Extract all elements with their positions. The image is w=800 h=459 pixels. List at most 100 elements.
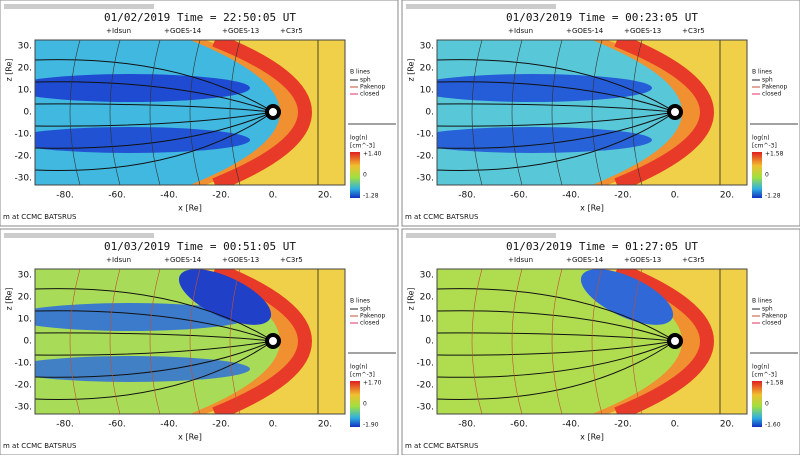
x-tick-label: -60. — [108, 191, 126, 201]
x-axis-label: x [Re] — [178, 433, 202, 442]
field-line — [551, 269, 563, 414]
field-line — [437, 340, 676, 400]
colorbar-label: 0 — [363, 172, 367, 179]
y-tick-label: -10. — [14, 130, 32, 140]
legend-item: Idsun — [112, 27, 131, 35]
x-tick-label: 20. — [318, 191, 332, 201]
header-caption — [4, 233, 154, 238]
panel-title: 01/03/2019 Time = 00:51:05 UT — [104, 240, 296, 253]
earth — [265, 333, 281, 349]
x-tick-label: -40. — [562, 420, 580, 430]
y-tick-label: 10. — [18, 315, 32, 325]
colorbar — [350, 152, 360, 198]
plot-frame — [436, 268, 748, 415]
legend-item: C3r5 — [688, 256, 705, 264]
tail-lobe — [35, 356, 250, 382]
header-caption — [4, 4, 154, 9]
field-line — [229, 269, 241, 414]
legend-item: GOES-14 — [572, 256, 604, 264]
y-tick-label: -30. — [14, 174, 32, 184]
y-tick-label: 20. — [420, 64, 434, 74]
legend-item: GOES-14 — [170, 256, 202, 264]
field-line — [511, 269, 523, 414]
legend-item: Idsun — [514, 27, 533, 35]
x-tick-label: -20. — [614, 420, 632, 430]
tail-lobe — [437, 127, 652, 153]
header-caption — [406, 4, 556, 9]
legend-item: GOES-13 — [228, 256, 259, 264]
y-tick-label: 10. — [18, 86, 32, 96]
y-tick-label: -20. — [14, 381, 32, 391]
x-tick-label: 0. — [269, 420, 278, 430]
tail-lobe — [35, 127, 250, 153]
y-tick-label: -30. — [416, 174, 434, 184]
y-tick-label: 0. — [425, 337, 434, 347]
footer: m at CCMC BATSRUS — [3, 442, 77, 450]
x-tick-label: 20. — [720, 191, 734, 201]
field-line — [35, 111, 274, 171]
bow-shock — [614, 40, 714, 185]
x-tick-label: -20. — [212, 191, 230, 201]
x-tick-label: -60. — [510, 420, 528, 430]
colorbar — [752, 152, 762, 198]
x-tick-label: -80. — [458, 191, 476, 201]
colorbar-label: -1.60 — [765, 422, 781, 429]
line-legend-item: closed — [762, 91, 781, 98]
y-tick-label: -30. — [416, 403, 434, 413]
y-axis-label: z [Re] — [5, 58, 14, 81]
colorbar-title: log(n) — [752, 364, 770, 371]
x-tick-label: -40. — [160, 191, 178, 201]
panel-title: 01/03/2019 Time = 01:27:05 UT — [506, 240, 698, 253]
earth — [265, 104, 281, 120]
field-line — [35, 81, 274, 113]
y-tick-label: -10. — [416, 359, 434, 369]
field-line — [69, 269, 81, 414]
field-line — [437, 340, 676, 378]
field-line — [437, 59, 676, 113]
line-legend-item: closed — [360, 320, 379, 327]
field-line — [471, 40, 483, 185]
footer: m at CCMC BATSRUS — [405, 442, 479, 450]
line-legend-item: sph — [762, 306, 773, 313]
tail-lobe — [437, 74, 652, 102]
colorbar-label: 0 — [765, 401, 769, 408]
legend-item: C3r5 — [286, 27, 303, 35]
y-axis-label: z [Re] — [407, 287, 416, 310]
legend-item: GOES-14 — [572, 27, 604, 35]
field-line — [109, 269, 121, 414]
field-line — [591, 269, 603, 414]
panel: 01/02/2019 Time = 22:50:05 UT+ Idsun + GOES… — [0, 0, 399, 227]
y-tick-label: -10. — [416, 130, 434, 140]
bow-shock — [614, 269, 714, 414]
y-tick-label: -10. — [14, 359, 32, 369]
colorbar-unit: [cm^-3] — [752, 143, 777, 150]
legend-marker: + — [106, 256, 112, 264]
colorbar-label: 0 — [363, 401, 367, 408]
legend-marker: + — [164, 27, 170, 35]
x-tick-label: 0. — [671, 191, 680, 201]
colorbar-label: +1.70 — [363, 380, 382, 387]
y-tick-label: -20. — [416, 152, 434, 162]
field-line — [35, 103, 274, 113]
line-legend-item: sph — [360, 306, 371, 313]
colorbar-unit: [cm^-3] — [752, 372, 777, 379]
y-axis-label: z [Re] — [407, 58, 416, 81]
legend-marker: + — [566, 27, 572, 35]
x-axis-label: x [Re] — [178, 204, 202, 213]
colorbar-label: -1.28 — [765, 193, 781, 200]
line-legend-title: B lines — [350, 69, 370, 76]
field-line — [437, 288, 676, 342]
y-tick-label: 30. — [420, 42, 434, 52]
earth — [667, 333, 683, 349]
x-tick-label: 0. — [269, 191, 278, 201]
colorbar-title: log(n) — [350, 364, 368, 371]
legend-marker: + — [164, 256, 170, 264]
line-legend-item: Pakenop — [360, 313, 385, 320]
field-line — [35, 288, 274, 342]
colorbar-label: -1.28 — [363, 193, 379, 200]
legend-marker: + — [566, 256, 572, 264]
x-tick-label: -80. — [56, 420, 74, 430]
field-line — [35, 310, 274, 342]
colorbar — [752, 381, 762, 427]
x-axis-label: x [Re] — [580, 204, 604, 213]
